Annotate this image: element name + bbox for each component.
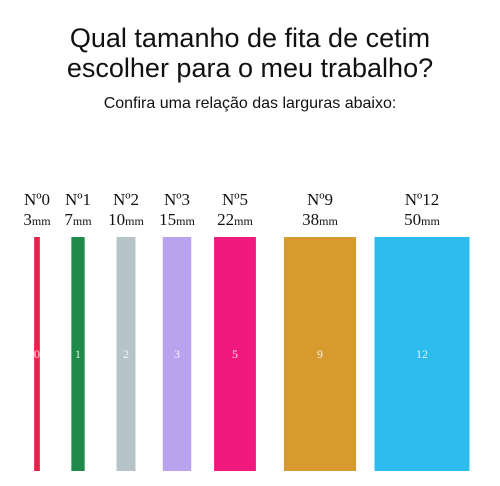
ribbon-name: Nº12 bbox=[405, 190, 440, 209]
size-value: 22 bbox=[217, 210, 234, 229]
ribbon bbox=[283, 237, 357, 471]
size-unit: mm bbox=[73, 214, 92, 228]
ribbon-name: Nº0 bbox=[24, 190, 50, 209]
ribbon-label: 9 bbox=[317, 347, 323, 361]
size-value: 3 bbox=[23, 210, 32, 229]
size-unit: mm bbox=[421, 214, 440, 228]
size-value: 7 bbox=[64, 210, 73, 229]
ribbon bbox=[214, 237, 256, 471]
ribbon-size: 22mm bbox=[217, 210, 253, 229]
ribbon-label: 3 bbox=[174, 347, 180, 361]
title-line: escolher para o meu trabalho? bbox=[67, 53, 433, 83]
ribbon-size: 50mm bbox=[404, 210, 440, 229]
ribbon-name: Nº9 bbox=[307, 190, 333, 209]
size-unit: mm bbox=[32, 214, 51, 228]
ribbon-label: 2 bbox=[123, 347, 129, 361]
size-unit: mm bbox=[234, 214, 253, 228]
ribbon bbox=[162, 237, 192, 471]
ribbon-name: Nº3 bbox=[164, 190, 190, 209]
size-value: 50 bbox=[404, 210, 421, 229]
ribbon-size: 15mm bbox=[159, 210, 195, 229]
ribbon bbox=[34, 237, 40, 471]
ribbon-size: 38mm bbox=[302, 210, 338, 229]
ribbon bbox=[71, 237, 85, 471]
ribbon bbox=[374, 237, 470, 471]
ribbon-label: 1 bbox=[75, 347, 81, 361]
size-value: 38 bbox=[302, 210, 319, 229]
size-unit: mm bbox=[176, 214, 195, 228]
size-unit: mm bbox=[125, 214, 144, 228]
ribbon bbox=[116, 237, 136, 471]
ribbon-label: 12 bbox=[416, 347, 428, 361]
size-value: 10 bbox=[108, 210, 125, 229]
ribbon-size: 3mm bbox=[23, 210, 51, 229]
size-value: 15 bbox=[159, 210, 176, 229]
ribbon-name: Nº5 bbox=[222, 190, 248, 209]
ribbon-size: 7mm bbox=[64, 210, 92, 229]
ribbon-size: 10mm bbox=[108, 210, 144, 229]
ribbon-name: Nº1 bbox=[65, 190, 91, 209]
size-unit: mm bbox=[319, 214, 338, 228]
subtitle: Confira uma relação das larguras abaixo: bbox=[104, 95, 397, 112]
ribbon-name: Nº2 bbox=[113, 190, 139, 209]
title-line: Qual tamanho de fita de cetim bbox=[70, 23, 430, 53]
ribbon-label: 5 bbox=[232, 347, 238, 361]
ribbon-label: 0 bbox=[34, 347, 40, 361]
